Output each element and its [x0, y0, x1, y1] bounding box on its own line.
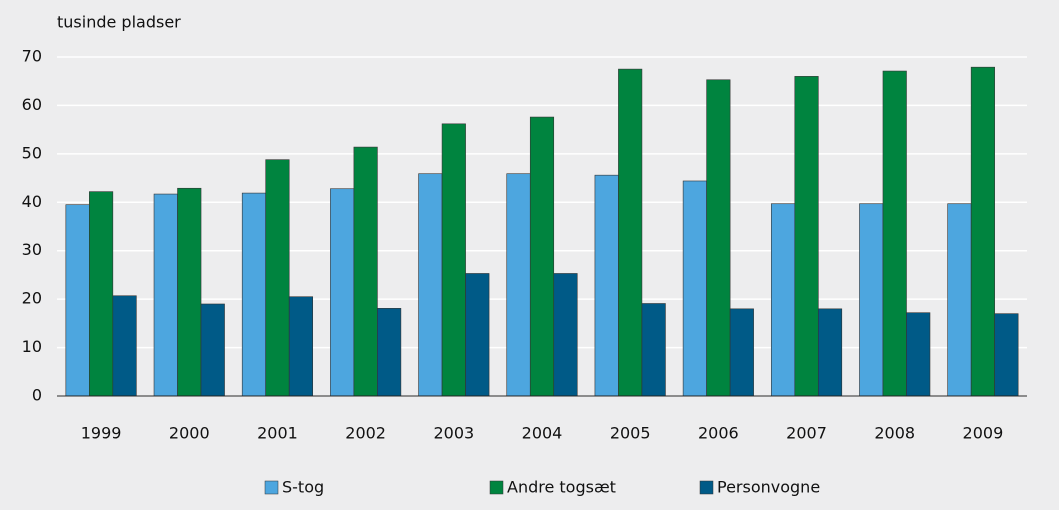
bar	[65, 204, 90, 397]
y-tick-label: 10	[22, 337, 42, 356]
bar	[89, 191, 114, 397]
y-tick-label: 30	[22, 240, 42, 259]
y-tick-label: 70	[22, 47, 42, 66]
y-tick-label: 60	[22, 95, 42, 114]
legend-swatch	[264, 480, 279, 495]
bar	[594, 174, 619, 397]
x-tick-label: 2001	[257, 424, 298, 443]
bar	[200, 303, 225, 397]
bar	[817, 308, 843, 397]
legend-swatch	[489, 480, 504, 495]
x-tick-label: 2008	[874, 424, 915, 443]
bar	[465, 273, 490, 397]
legend-label: Personvogne	[717, 478, 820, 497]
bar	[618, 68, 643, 397]
y-tick-label: 40	[22, 192, 42, 211]
x-tick-label: 2002	[345, 424, 386, 443]
y-tick-label: 0	[32, 386, 42, 405]
bar	[288, 296, 314, 397]
x-tick-label: 2007	[786, 424, 827, 443]
x-tick-label: 2004	[522, 424, 563, 443]
x-tick-label: 1999	[81, 424, 122, 443]
bar	[706, 79, 731, 397]
bar	[770, 203, 796, 397]
x-tick-label: 2003	[433, 424, 474, 443]
legend-label: Andre togsæt	[507, 478, 616, 497]
bar	[529, 116, 555, 397]
bar	[112, 295, 137, 397]
bar	[241, 192, 267, 397]
bar	[641, 303, 666, 397]
bar	[377, 308, 402, 397]
bar	[177, 187, 202, 397]
bar	[418, 173, 443, 397]
x-tick-label: 2005	[610, 424, 651, 443]
bar	[682, 180, 707, 397]
bar	[794, 76, 819, 397]
bar	[553, 273, 578, 397]
bar	[994, 313, 1019, 397]
bar	[265, 159, 290, 397]
legend-swatch	[699, 480, 714, 495]
bar	[859, 203, 884, 397]
bar	[330, 188, 355, 397]
bar	[353, 146, 378, 397]
y-axis-label: tusinde pladser	[57, 13, 181, 32]
bar	[906, 312, 931, 397]
y-tick-label: 50	[22, 143, 42, 162]
bar	[882, 70, 907, 397]
bar	[947, 203, 972, 397]
bar	[441, 123, 466, 397]
x-tick-label: 2006	[698, 424, 739, 443]
x-tick-label: 2009	[963, 424, 1004, 443]
legend-label: S-tog	[282, 478, 324, 497]
bar	[970, 66, 995, 397]
y-tick-label: 20	[22, 289, 42, 308]
bar	[506, 173, 531, 397]
x-tick-label: 2000	[169, 424, 210, 443]
bar	[729, 308, 754, 397]
bar	[153, 193, 178, 397]
